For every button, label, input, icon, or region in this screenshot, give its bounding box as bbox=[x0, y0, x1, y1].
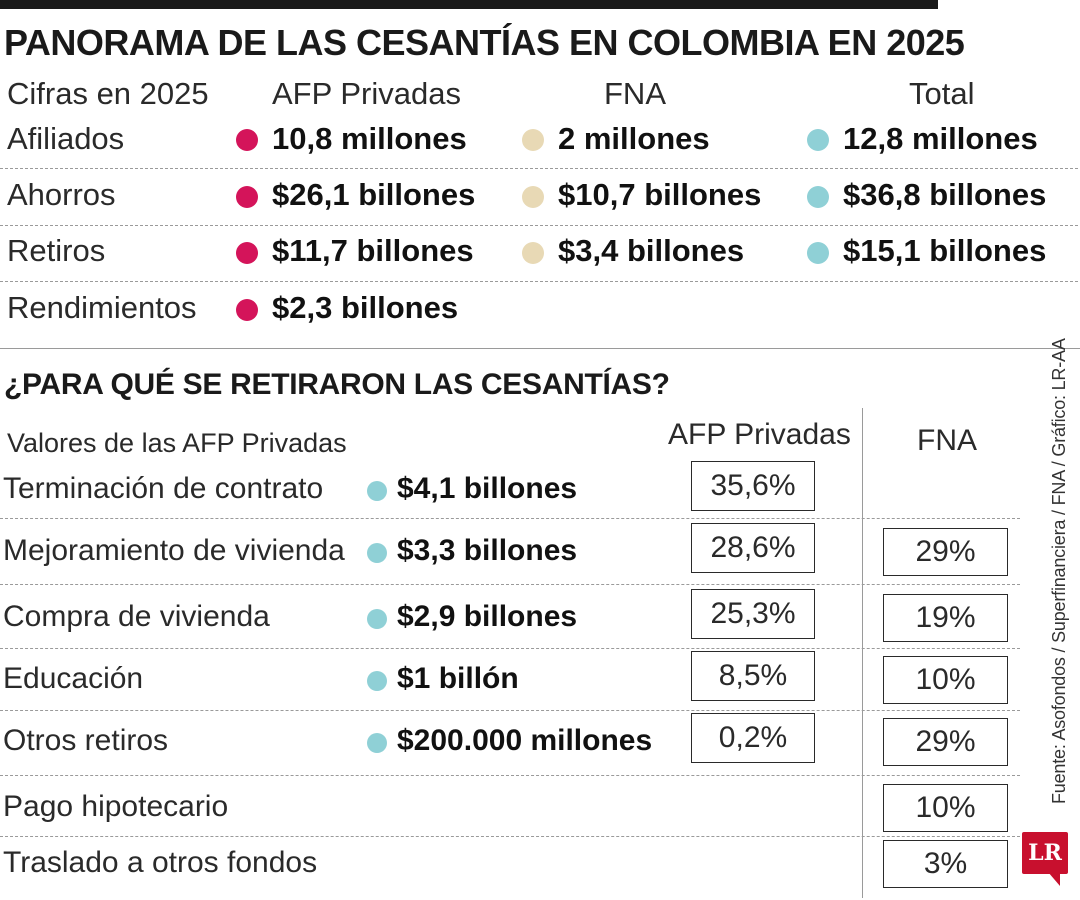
row-label: Retiros bbox=[7, 233, 106, 268]
afp-dot bbox=[236, 186, 258, 208]
total-value: 12,8 millones bbox=[843, 121, 1038, 156]
source-note: Fuente: Asofondos / Superfinanciera / FN… bbox=[1049, 338, 1069, 804]
row-label: Rendimientos bbox=[7, 290, 197, 325]
afp-pct-box: 35,6% bbox=[691, 461, 815, 511]
row-divider bbox=[0, 168, 1078, 169]
fna-pct-box: 3% bbox=[883, 840, 1008, 888]
afp-value: 10,8 millones bbox=[272, 121, 467, 156]
value-dot bbox=[367, 733, 387, 753]
section-divider bbox=[0, 348, 1080, 349]
lr-logo: LR bbox=[1022, 832, 1068, 874]
value-dot bbox=[367, 609, 387, 629]
afp-pct-box: 25,3% bbox=[691, 589, 815, 639]
retiros-row-label: Otros retiros bbox=[3, 724, 169, 757]
total-dot bbox=[807, 186, 829, 208]
retiros-row-label: Traslado a otros fondos bbox=[3, 846, 318, 879]
row-divider bbox=[0, 648, 1020, 649]
lr-logo-tail bbox=[1048, 872, 1060, 886]
row-divider bbox=[0, 584, 1020, 585]
retiros-row-label: Terminación de contrato bbox=[3, 472, 324, 505]
row-divider bbox=[0, 281, 1078, 282]
retiros-row-value: $200.000 millones bbox=[397, 724, 653, 757]
total-dot bbox=[807, 242, 829, 264]
panorama-col-total: Total bbox=[909, 76, 975, 111]
retiros-row-label: Mejoramiento de vivienda bbox=[3, 534, 345, 567]
retiros-row-value: $2,9 billones bbox=[397, 600, 578, 633]
fna-pct-box: 10% bbox=[883, 656, 1008, 704]
value-dot bbox=[367, 671, 387, 691]
column-divider bbox=[862, 408, 863, 898]
panorama-col-afp: AFP Privadas bbox=[272, 76, 461, 111]
fna-pct-box: 29% bbox=[883, 718, 1008, 766]
total-value: $36,8 billones bbox=[843, 177, 1047, 212]
afp-value: $2,3 billones bbox=[272, 290, 459, 325]
fna-dot bbox=[522, 242, 544, 264]
row-label: Afiliados bbox=[7, 121, 125, 156]
row-divider bbox=[0, 775, 1020, 776]
fna-value: 2 millones bbox=[558, 121, 710, 156]
afp-pct-box: 28,6% bbox=[691, 523, 815, 573]
value-dot bbox=[367, 481, 387, 501]
top-rule bbox=[0, 0, 938, 9]
row-divider bbox=[0, 710, 1020, 711]
afp-value: $26,1 billones bbox=[272, 177, 476, 212]
retiros-row-label: Educación bbox=[3, 662, 144, 695]
fna-value: $10,7 billones bbox=[558, 177, 762, 212]
values-header-label: Valores de las AFP Privadas bbox=[7, 428, 347, 458]
row-divider bbox=[0, 518, 1020, 519]
fna-pct-box: 29% bbox=[883, 528, 1008, 576]
fna-value: $3,4 billones bbox=[558, 233, 745, 268]
total-dot bbox=[807, 129, 829, 151]
fna-pct-box: 10% bbox=[883, 784, 1008, 832]
col-afp-header: AFP Privadas bbox=[668, 418, 851, 451]
afp-dot bbox=[236, 129, 258, 151]
retiros-row-value: $4,1 billones bbox=[397, 472, 578, 505]
fna-dot bbox=[522, 129, 544, 151]
section-title: ¿PARA QUÉ SE RETIRARON LAS CESANTÍAS? bbox=[4, 368, 670, 401]
afp-value: $11,7 billones bbox=[272, 233, 474, 268]
retiros-row-value: $1 billón bbox=[397, 662, 519, 695]
page-title: PANORAMA DE LAS CESANTÍAS EN COLOMBIA EN… bbox=[4, 22, 965, 63]
row-divider bbox=[0, 225, 1078, 226]
row-label: Ahorros bbox=[7, 177, 116, 212]
row-divider bbox=[0, 836, 1020, 837]
col-fna-header: FNA bbox=[917, 424, 977, 457]
retiros-row-label: Pago hipotecario bbox=[3, 790, 229, 823]
fna-dot bbox=[522, 186, 544, 208]
panorama-header-label: Cifras en 2025 bbox=[7, 76, 209, 111]
retiros-row-label: Compra de vivienda bbox=[3, 600, 270, 633]
afp-pct-box: 8,5% bbox=[691, 651, 815, 701]
afp-pct-box: 0,2% bbox=[691, 713, 815, 763]
afp-dot bbox=[236, 299, 258, 321]
panorama-col-fna: FNA bbox=[604, 76, 666, 111]
fna-pct-box: 19% bbox=[883, 594, 1008, 642]
value-dot bbox=[367, 543, 387, 563]
afp-dot bbox=[236, 242, 258, 264]
retiros-row-value: $3,3 billones bbox=[397, 534, 578, 567]
total-value: $15,1 billones bbox=[843, 233, 1047, 268]
